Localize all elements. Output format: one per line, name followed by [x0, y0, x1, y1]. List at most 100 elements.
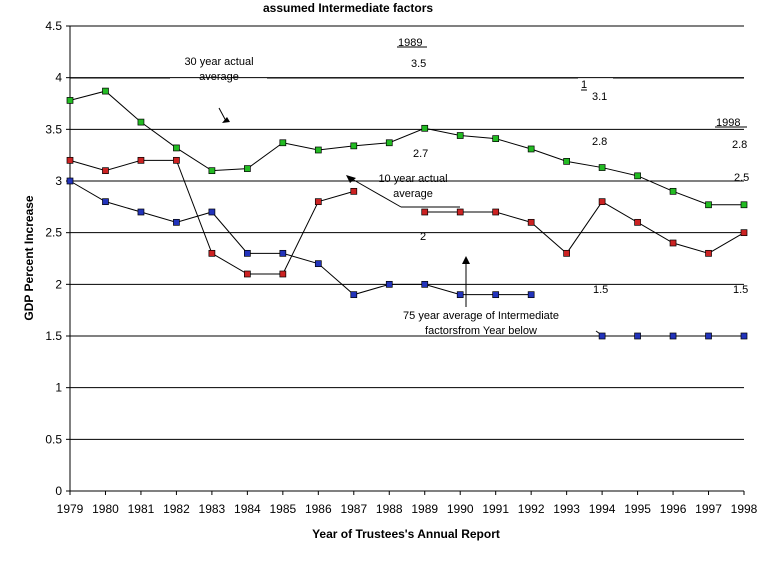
seventyfive-arrowhead — [462, 256, 470, 264]
series-2-point — [669, 332, 677, 340]
series-2-point — [244, 249, 251, 257]
series-1-point — [350, 187, 358, 195]
series-group — [66, 87, 748, 340]
series-1-point — [314, 198, 322, 206]
series-2-point — [421, 280, 429, 288]
series-1-point — [456, 208, 464, 216]
annotation-1998-10yr-b: 2.8 — [732, 139, 747, 151]
x-tick-label: 1982 — [163, 502, 190, 516]
y-tick-label: 4 — [55, 71, 62, 85]
series-0-point — [669, 187, 677, 195]
series-2-point — [66, 177, 74, 185]
series-2-point — [740, 332, 748, 340]
x-tick-label: 1980 — [92, 502, 119, 516]
y-tick-label: 3 — [55, 174, 62, 188]
ten-year-label-line1: 10 year actual — [378, 173, 447, 185]
y-tick-label: 4.5 — [45, 19, 62, 33]
gridlines — [70, 25, 744, 440]
x-tick-labels: 1979 1980 1981 1982 1983 1984 1985 1986 1987 1988… — [57, 502, 758, 516]
series-2-point — [527, 291, 535, 299]
annotation-1998-75yr-c: 1.5 — [733, 284, 748, 296]
x-tick-label: 1997 — [695, 502, 722, 516]
series-2-point — [456, 291, 464, 299]
x-tick-label: 1998 — [731, 502, 758, 516]
series-0-point — [705, 201, 712, 209]
series-1-point — [740, 229, 748, 237]
annotation-1998-75yr-b: 1.5 — [593, 284, 608, 296]
annotation-1998-75yr-a: 2.5 — [734, 172, 749, 184]
thirty-year-label-line2: average — [199, 71, 239, 83]
series-0-point — [350, 142, 358, 150]
y-tick-label: 2 — [55, 277, 62, 291]
axes — [66, 25, 745, 495]
x-tick-label: 1995 — [624, 502, 651, 516]
series-1-point — [279, 270, 287, 278]
annotation-1998-30yr: 3.1 — [592, 91, 607, 103]
series-0-point — [740, 201, 748, 209]
x-tick-label: 1985 — [269, 502, 296, 516]
series-0-point — [314, 146, 322, 154]
series-1-point — [244, 270, 251, 278]
annotation-1989-header: 1989 — [398, 37, 422, 49]
series-0-point — [563, 158, 570, 165]
series-1-line — [424, 201, 745, 255]
x-tick-label: 1983 — [199, 502, 226, 516]
seventyfive-label-line2: factorsfrom Year below — [425, 325, 537, 337]
series-2-point — [208, 208, 216, 216]
annotation-1998-10yr: 2.8 — [592, 136, 607, 148]
series-1-line — [69, 159, 354, 275]
x-tick-label: 1992 — [518, 502, 545, 516]
series-0-point — [208, 167, 216, 175]
y-tick-label: 1.5 — [45, 329, 62, 343]
series-2-point — [598, 332, 606, 340]
series-0-line — [69, 90, 744, 206]
y-tick-label: 1 — [55, 381, 62, 395]
y-tick-label: 0.5 — [45, 432, 62, 446]
series-0-point — [634, 172, 641, 180]
seventyfive-label-line1: 75 year average of Intermediate — [403, 310, 559, 322]
series-0-point — [137, 118, 145, 126]
series-0-point — [527, 145, 535, 153]
series-1-point — [563, 249, 570, 257]
series-2-point — [137, 208, 145, 216]
series-2-point — [173, 218, 180, 226]
series-1-point — [102, 167, 109, 175]
series-0-point — [598, 164, 606, 171]
series-1-point — [705, 249, 712, 257]
thirty-year-pointer — [218, 107, 227, 122]
series-2-point — [350, 291, 358, 299]
y-tick-label: 3.5 — [45, 122, 62, 136]
series-0-point — [279, 139, 287, 147]
x-axis-title: Year of Trustees's Annual Report — [312, 527, 500, 541]
x-tick-label: 1996 — [660, 502, 687, 516]
x-tick-label: 1988 — [376, 502, 403, 516]
series-1-point — [492, 208, 500, 216]
series-2-point — [102, 198, 109, 206]
chart-title: assumed Intermediate factors — [263, 1, 433, 15]
x-tick-label: 1989 — [411, 502, 438, 516]
ten-year-label-line2: average — [393, 188, 433, 200]
x-tick-label: 1991 — [482, 502, 509, 516]
series-0-point — [173, 144, 180, 152]
annotation-note-1: 1 — [581, 79, 587, 91]
x-tick-label: 1987 — [340, 502, 367, 516]
series-1-point — [634, 218, 641, 226]
y-tick-labels: 0 0.5 1 1.5 2 2.5 3 3.5 4 4.5 — [45, 19, 62, 498]
thirty-year-label-line1: 30 year actual — [184, 56, 253, 68]
series-1-point — [137, 156, 145, 164]
series-1-point — [208, 249, 216, 257]
series-2-point — [314, 260, 322, 268]
annotation-1989-10yr: 2.7 — [413, 148, 428, 160]
series-1-point — [598, 198, 606, 206]
series-0-point — [385, 139, 393, 147]
ten-year-pointer-line — [351, 178, 402, 208]
reference-lines — [70, 46, 747, 337]
y-axis-title: GDP Percent Increase — [22, 195, 36, 321]
x-tick-label: 1984 — [234, 502, 261, 516]
x-tick-label: 1994 — [589, 502, 616, 516]
series-2-point — [385, 280, 393, 288]
x-tick-label: 1993 — [553, 502, 580, 516]
series-0-point — [421, 124, 429, 132]
series-0-point — [492, 135, 500, 142]
series-1-point — [527, 218, 535, 226]
